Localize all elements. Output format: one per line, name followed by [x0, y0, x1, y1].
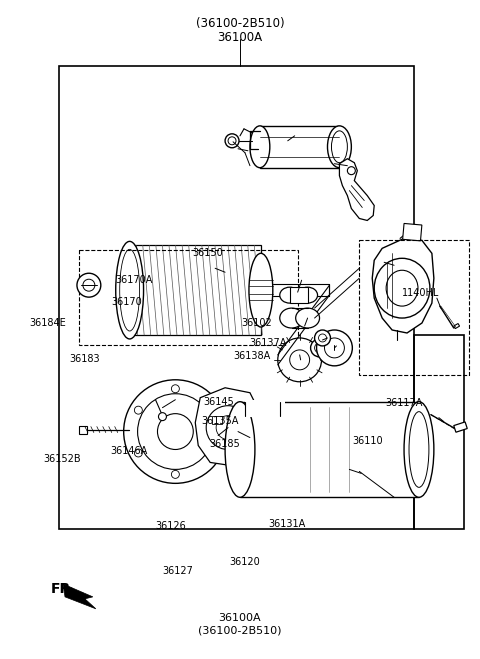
- Bar: [403, 223, 422, 241]
- Ellipse shape: [280, 308, 304, 328]
- Text: 36131A: 36131A: [268, 519, 305, 529]
- Polygon shape: [63, 584, 96, 609]
- Circle shape: [171, 385, 180, 393]
- Ellipse shape: [228, 137, 236, 145]
- Ellipse shape: [124, 380, 227, 483]
- Text: 36110: 36110: [353, 436, 383, 446]
- Ellipse shape: [409, 412, 429, 488]
- Bar: [79, 426, 87, 434]
- Ellipse shape: [216, 416, 240, 440]
- Bar: [240, 402, 419, 498]
- Ellipse shape: [278, 338, 322, 382]
- Circle shape: [134, 406, 143, 414]
- Text: 36100A: 36100A: [219, 614, 261, 623]
- Bar: [414, 335, 464, 529]
- Text: (36100-2B510): (36100-2B510): [196, 16, 284, 30]
- Ellipse shape: [225, 134, 239, 148]
- Text: 1140HL: 1140HL: [402, 289, 439, 299]
- Ellipse shape: [296, 308, 320, 328]
- Ellipse shape: [327, 126, 351, 167]
- Ellipse shape: [324, 338, 344, 358]
- Circle shape: [171, 471, 180, 478]
- Ellipse shape: [206, 406, 250, 449]
- Text: 36150: 36150: [192, 248, 223, 258]
- Circle shape: [314, 330, 330, 346]
- Circle shape: [348, 167, 355, 175]
- Bar: [360, 241, 468, 375]
- Text: 36146A: 36146A: [111, 446, 148, 456]
- Ellipse shape: [83, 279, 95, 291]
- Circle shape: [134, 449, 143, 457]
- Bar: [290, 287, 308, 303]
- Text: FR.: FR.: [51, 582, 77, 596]
- Text: 36170A: 36170A: [115, 275, 153, 285]
- Bar: [245, 400, 285, 404]
- Text: 36138A: 36138A: [233, 351, 271, 360]
- Text: 36137A: 36137A: [249, 337, 287, 348]
- Text: 36126: 36126: [156, 521, 186, 531]
- Circle shape: [208, 406, 216, 414]
- Bar: [234, 416, 244, 424]
- Polygon shape: [339, 159, 374, 221]
- Ellipse shape: [298, 287, 318, 303]
- Ellipse shape: [120, 249, 140, 331]
- Ellipse shape: [250, 126, 270, 167]
- Bar: [130, 245, 261, 335]
- Bar: [260, 126, 339, 167]
- Polygon shape: [372, 239, 434, 333]
- Ellipse shape: [404, 402, 434, 498]
- Circle shape: [208, 449, 216, 457]
- Text: 36145: 36145: [203, 397, 234, 407]
- Text: 36117A: 36117A: [385, 398, 422, 408]
- Ellipse shape: [374, 258, 430, 318]
- Ellipse shape: [77, 273, 101, 297]
- Ellipse shape: [157, 414, 193, 449]
- Text: 36183: 36183: [70, 354, 100, 364]
- Text: 36170: 36170: [111, 297, 142, 307]
- Ellipse shape: [116, 241, 144, 339]
- Text: 36127: 36127: [163, 566, 193, 576]
- Ellipse shape: [138, 393, 213, 469]
- Text: 36152B: 36152B: [44, 455, 81, 465]
- Circle shape: [319, 334, 326, 342]
- Bar: [79, 250, 298, 345]
- Polygon shape: [195, 387, 260, 465]
- Text: 36135A: 36135A: [201, 416, 239, 426]
- Ellipse shape: [280, 287, 300, 303]
- Bar: [454, 422, 467, 432]
- Ellipse shape: [386, 270, 418, 306]
- Text: 36102: 36102: [241, 318, 272, 328]
- Ellipse shape: [225, 402, 255, 498]
- Text: 36185: 36185: [209, 440, 240, 449]
- Bar: [454, 324, 459, 329]
- Bar: [245, 401, 281, 416]
- Circle shape: [158, 413, 167, 420]
- Text: (36100-2B510): (36100-2B510): [198, 625, 282, 635]
- Ellipse shape: [316, 330, 352, 366]
- Bar: [212, 416, 222, 424]
- Circle shape: [311, 339, 328, 357]
- Ellipse shape: [290, 350, 310, 370]
- Text: 36120: 36120: [229, 558, 260, 567]
- Ellipse shape: [332, 131, 348, 163]
- Ellipse shape: [249, 253, 273, 327]
- Bar: [59, 66, 414, 529]
- Text: 36184E: 36184E: [30, 318, 67, 328]
- Circle shape: [314, 343, 324, 353]
- Text: 36100A: 36100A: [217, 31, 263, 43]
